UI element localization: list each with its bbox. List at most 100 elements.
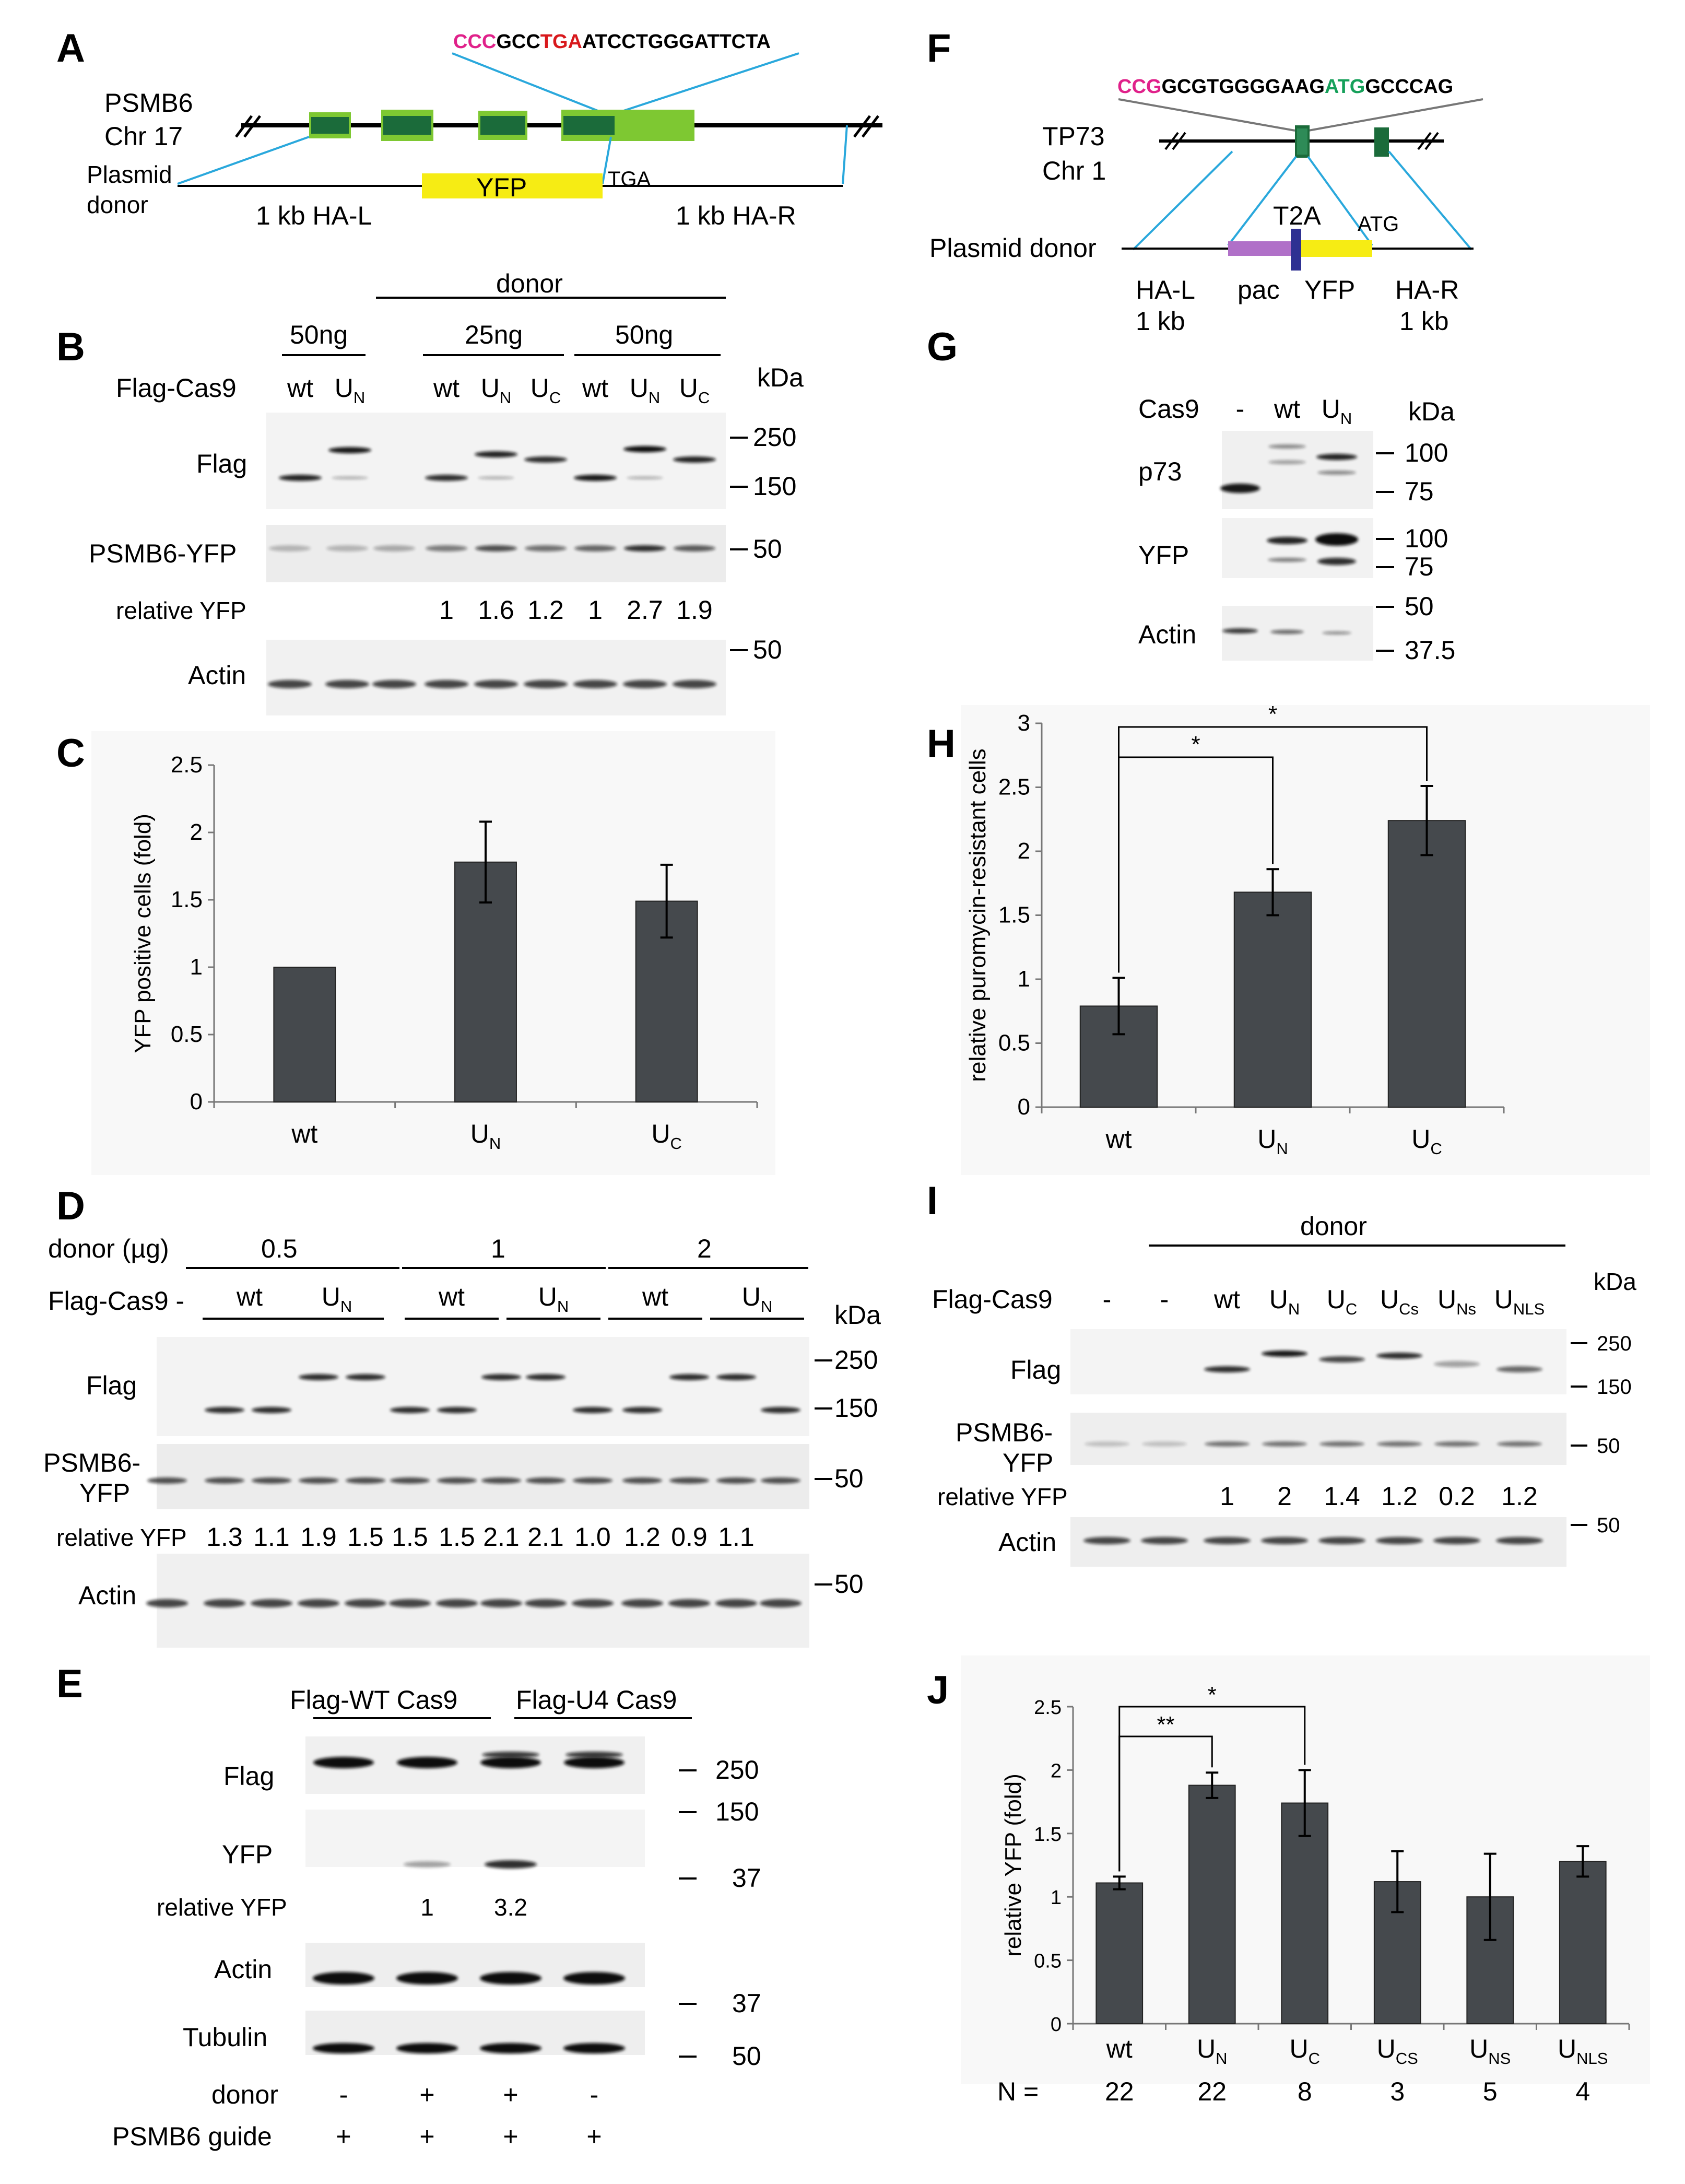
panel-i: I donor Flag-Cas9 - - wt UN UC UCs UNs UNLS kDa… [927,1179,1636,1567]
y-tick-label: 1.5 [998,902,1030,928]
flag-band [481,1374,521,1380]
panel-e-marker-250: 250 [715,1755,759,1784]
flag-band [673,456,716,463]
panel-d-letter: D [56,1184,85,1228]
actin-band [715,1599,757,1607]
yfp-cassette [422,173,603,198]
yfp-band [1205,1441,1250,1447]
flag-band [299,1374,338,1380]
actin-band [389,1599,431,1607]
yfp-band [1315,533,1358,546]
tubulin-band [563,2043,625,2053]
panel-a-donor: donor [87,191,148,218]
panel-e-group-u4: Flag-U4 Cas9 [516,1685,677,1715]
tubulin-band [396,2043,458,2053]
panel-e-guide-sign: + [336,2122,351,2151]
panel-g-letter: G [927,325,958,369]
panel-e-guide-sign: + [419,2122,434,2151]
flag-minor-band [627,476,663,479]
actin-band [1222,628,1258,633]
panel-d-relative-value: 1.5 [347,1522,384,1552]
x-category-label: UC [651,1119,682,1153]
panel-b-lane-label: UN [335,373,366,407]
panel-d-donor-label: donor (µg) [48,1234,169,1263]
actin-band [268,680,312,688]
flag-band [669,1374,709,1380]
panel-b-relative-value: 1.9 [676,595,713,625]
yfp-band [716,1477,756,1484]
panel-f-gene: TP73 [1042,122,1105,151]
panel-e-flag-label: Flag [223,1762,274,1791]
n-value: 3 [1390,2077,1405,2106]
panel-b-marker-50b: 50 [753,635,782,664]
panel-f-sequence: CCGGCGTGGGGAAGATGGCCCAG [1117,76,1453,98]
p73-upper-band [1268,444,1306,449]
panel-b-relative-value: 1.6 [478,595,514,625]
flag-minor-band [478,476,514,479]
panel-d-amount-1: 0.5 [261,1234,298,1263]
flag-band [480,1757,541,1768]
x-category-label: UN [1197,2034,1228,2068]
y-tick-label: 2 [1018,838,1030,864]
yfp-band [1434,1441,1479,1447]
yfp-band [269,545,311,551]
actin-band [623,680,667,688]
panel-d-group-label: UN [322,1282,352,1316]
flag-band [622,1407,662,1413]
flag-band [397,1757,457,1768]
flag-upper-band [565,1752,623,1758]
panel-g-p73-label: p73 [1138,457,1182,486]
flag-band [716,1374,756,1380]
yfp-band [624,545,666,551]
panel-g-lane-label: - [1236,394,1245,424]
panel-i-marker-150: 150 [1597,1376,1632,1399]
x-category-label: wt [1106,2034,1133,2063]
actin-band [673,680,716,688]
y-axis-label: YFP positive cells (fold) [130,814,156,1053]
panel-f-yfp-cassette [1301,240,1372,257]
bar [1281,1802,1329,2025]
yfp-band [525,545,567,551]
yfp-band [574,545,616,551]
flag-upper-band [482,1752,539,1758]
y-tick-label: 2.5 [998,774,1030,800]
panel-d-relative-value: 1.2 [624,1522,661,1552]
panel-e-donor-sign: - [339,2080,348,2109]
flag-band [437,1407,477,1413]
panel-d-group-label: wt [236,1282,263,1311]
panel-b-lane-label: UN [630,373,661,407]
yfp-band [373,545,415,551]
bar [1387,820,1466,1108]
n-value: 8 [1298,2077,1312,2106]
panel-a-ha-left: 1 kb HA-L [256,201,372,230]
actin-band [425,680,468,688]
flag-minor-band [332,476,368,479]
y-tick-label: 0 [190,1089,203,1114]
yfp-band [252,1477,291,1484]
panel-d-group-label: wt [438,1282,465,1311]
yfp-band [1268,558,1306,562]
panel-e-marker-50: 50 [732,2041,761,2071]
panel-g-kda: kDa [1408,397,1455,426]
panel-g-cas9: Cas9 [1138,394,1199,424]
panel-i-marker-50a: 50 [1597,1435,1620,1458]
yfp-band [1085,1441,1129,1447]
y-tick-label: 1.5 [171,887,203,912]
yfp-band [205,1477,244,1484]
y-tick-label: 1 [190,954,203,980]
flag-band [574,475,617,481]
yfp-band [485,1860,537,1869]
panel-i-actin-label: Actin [998,1528,1056,1557]
panel-d-relative-value: 1.9 [300,1522,337,1552]
panel-e-relative-label: relative YFP [157,1894,287,1921]
significance-marker: * [1191,732,1200,757]
yfp-band [346,1477,385,1484]
actin-band [524,680,568,688]
panel-i-lane-label: wt [1213,1285,1240,1314]
panel-i-relative-value: 1.2 [1381,1482,1418,1511]
significance-marker: * [1268,701,1277,727]
p73-band [1268,460,1306,464]
flag-band [390,1407,430,1413]
yfp-band [326,545,368,551]
actin-band [1261,1537,1308,1544]
